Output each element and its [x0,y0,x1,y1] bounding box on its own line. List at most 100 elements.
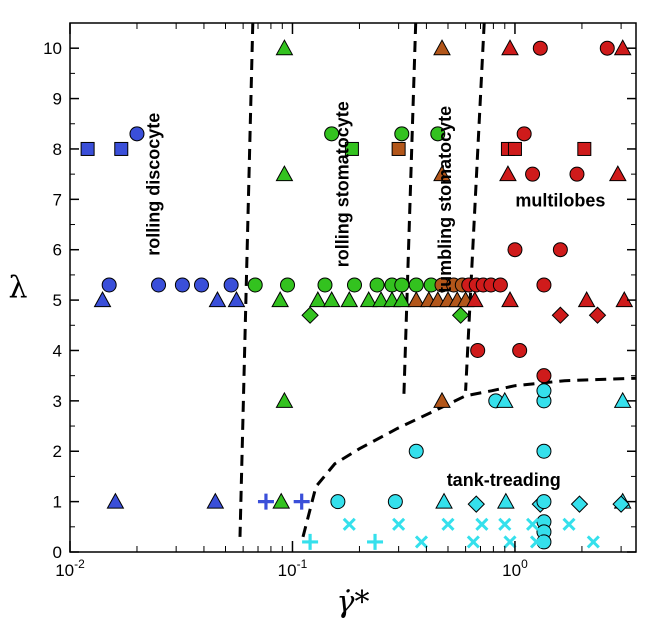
x-tick-label: 10-1 [278,557,308,580]
red-circle-marker [552,242,568,258]
red-circle-marker [512,342,528,358]
green-diamond-marker [301,306,319,324]
y-tick-label: 7 [53,190,62,209]
red-triangle-marker [613,39,632,56]
blue-triangle-marker [93,291,112,308]
cyan-cross-marker [466,535,480,549]
red-diamond-marker [551,306,570,324]
red-circle-marker [525,166,541,182]
y-tick-label: 5 [53,291,62,310]
green-square-marker [344,141,359,156]
region-label-rolling-stomatocyte: rolling stomatocyte [332,101,352,267]
plot-frame [69,22,637,553]
blue-plus-marker [293,493,310,510]
cyan-plus-marker [302,533,319,550]
blue-square-marker [80,141,95,156]
x-tick-label: 10-2 [55,557,85,580]
cyan-cross-marker [529,535,544,549]
cyan-circle-marker [536,443,552,459]
cyan-circle-marker [387,494,403,510]
red-triangle-marker [499,165,517,182]
green-circle-marker [408,277,424,293]
blue-triangle-marker [206,492,225,509]
green-circle-marker [394,126,410,142]
red-circle-marker [507,242,523,258]
cyan-diamond-marker [612,495,630,513]
data-markers [80,39,634,550]
cyan-cross-marker [503,535,517,549]
cyan-circle-marker [536,383,552,399]
y-tick-label: 6 [53,241,62,260]
y-tick-label: 1 [53,493,62,512]
red-diamond-marker [588,306,607,324]
green-triangle-marker [275,39,294,56]
cyan-circle-marker [408,443,424,459]
cyan-cross-marker [342,517,356,531]
cyan-triangle-marker [435,492,453,509]
cyan-cross-marker [441,517,455,531]
cyan-circle-marker [536,494,552,510]
blue-triangle-marker [106,492,125,509]
green-circle-marker [394,277,410,293]
y-tick-label: 8 [53,140,62,159]
green-circle-marker [247,277,263,293]
blue-circle-marker [223,277,239,293]
red-circle-marker [569,166,585,182]
y-tick-label: 0 [53,543,62,562]
y-tick-label: 2 [53,442,62,461]
cyan-cross-marker [526,517,540,531]
red-triangle-marker [608,165,627,182]
red-circle-marker [536,368,552,384]
boundary-discocyte-stomatocyte [238,22,255,537]
cyan-cross-marker [414,535,429,549]
cyan-cross-marker [562,517,576,531]
green-triangle-marker [392,291,411,308]
red-circle-marker [532,40,548,56]
cyan-cross-marker [498,517,512,531]
brown-square-marker [391,141,406,156]
blue-circle-marker [101,277,117,293]
cyan-plus-marker [367,533,384,550]
red-triangle-marker [501,291,519,308]
red-triangle-marker [501,39,519,56]
red-circle-marker [599,40,615,56]
boundary-tumbling-multilobes [464,22,486,391]
green-circle-marker [346,277,362,293]
blue-triangle-marker [227,291,246,308]
green-circle-marker [280,277,296,293]
red-triangle-marker [465,291,484,308]
y-tick-label: 10 [43,39,62,58]
green-triangle-marker [272,492,291,509]
blue-plus-marker [257,493,274,510]
red-triangle-marker [577,291,596,308]
green-triangle-marker [275,391,294,408]
green-triangle-marker [275,165,294,182]
green-triangle-marker [359,291,378,308]
region-label-multilobes: multilobes [515,191,605,211]
y-tick-label: 3 [53,392,62,411]
cyan-cross-marker [392,517,406,531]
green-triangle-marker [340,291,359,308]
cyan-triangle-marker [495,391,514,408]
red-circle-marker [492,277,508,293]
cyan-cross-marker [475,517,489,531]
region-label-tank-treading: tank-treading [447,470,561,490]
green-diamond-marker [451,306,470,324]
cyan-circle-marker [330,494,346,510]
cyan-cross-marker [586,535,600,549]
green-triangle-marker [322,291,341,308]
green-triangle-marker [308,291,327,308]
x-tick-label: 100 [502,557,528,580]
cyan-triangle-marker [496,492,515,509]
brown-triangle-marker [433,391,451,408]
axes: 0 1 2 3 4 5 6 7 8 9 10 10-2 10-1 100 [43,23,636,580]
x-axis-title: γ̇* [337,585,370,620]
brown-triangle-marker [433,165,451,182]
green-triangle-marker [271,291,289,308]
brown-triangle-marker [433,39,451,56]
blue-circle-marker [129,126,145,142]
red-square-marker [507,141,522,156]
y-axis-title: λ [8,271,27,306]
y-tick-label: 9 [53,90,62,109]
